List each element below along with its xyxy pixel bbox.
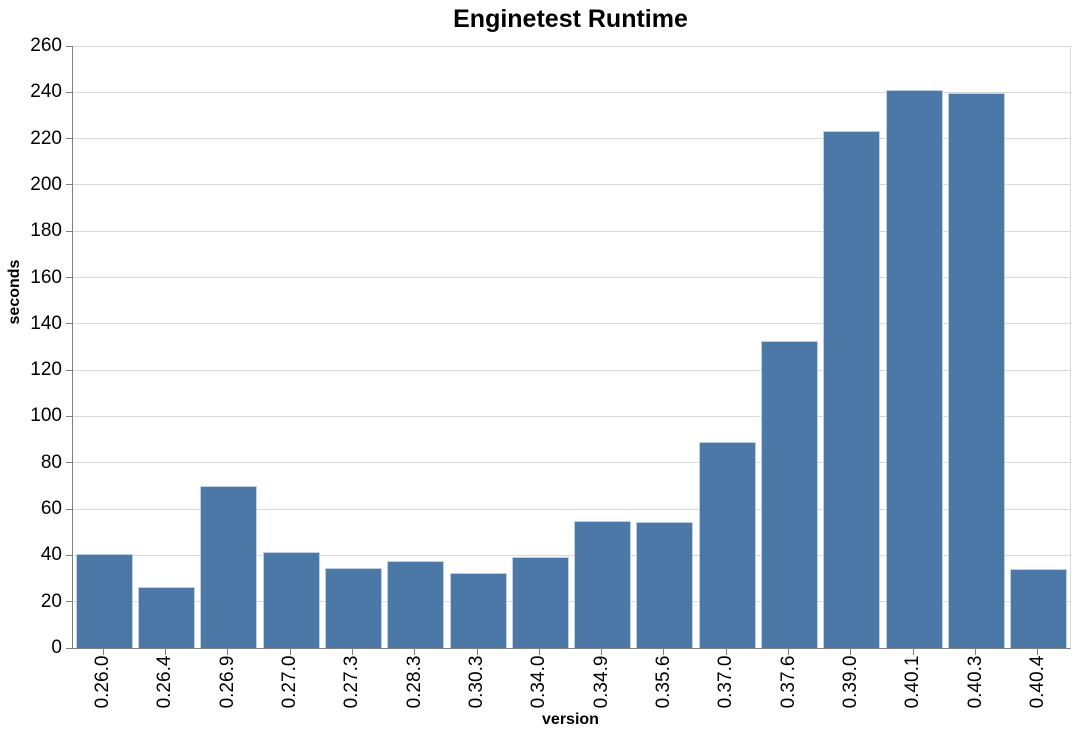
y-tick-mark-260	[66, 45, 72, 47]
gridline-160	[73, 277, 1070, 279]
chart-title: Enginetest Runtime	[453, 5, 688, 33]
y-tick-mark-240	[66, 91, 72, 93]
y-tick-mark-140	[66, 323, 72, 325]
gridline-80	[73, 462, 1070, 464]
y-tick-label-160: 160	[30, 266, 62, 288]
y-tick-mark-0	[66, 647, 72, 649]
x-tick-label-0.34.0: 0.34.0	[528, 655, 550, 709]
x-tick-label-0.27.3: 0.27.3	[341, 655, 363, 709]
y-tick-label-20: 20	[40, 590, 62, 612]
x-tick-mark-0.40.3	[975, 649, 977, 655]
x-tick-label-0.27.0: 0.27.0	[279, 655, 301, 709]
bar-0.34.0	[511, 556, 569, 648]
y-tick-mark-40	[66, 554, 72, 556]
y-tick-label-120: 120	[30, 359, 62, 381]
bar-0.40.4	[1010, 569, 1068, 648]
x-tick-mark-0.27.3	[351, 649, 353, 655]
bar-0.35.6	[636, 521, 694, 648]
x-tick-mark-0.37.6	[788, 649, 790, 655]
y-tick-label-0: 0	[51, 637, 62, 658]
x-tick-mark-0.35.6	[663, 649, 665, 655]
y-tick-mark-120	[66, 369, 72, 371]
y-tick-mark-20	[66, 601, 72, 603]
y-tick-mark-60	[66, 508, 72, 510]
bar-0.37.6	[761, 341, 819, 648]
y-tick-mark-100	[66, 415, 72, 417]
bar-0.39.0	[823, 130, 881, 648]
y-tick-label-180: 180	[30, 220, 62, 242]
x-tick-label-0.26.4: 0.26.4	[154, 655, 176, 709]
y-tick-label-140: 140	[30, 312, 62, 334]
gridline-260	[73, 45, 1070, 47]
x-tick-label-0.40.1: 0.40.1	[902, 655, 924, 709]
x-tick-label-0.37.0: 0.37.0	[715, 655, 737, 709]
bar-0.28.3	[387, 561, 445, 648]
x-tick-mark-0.40.4	[1037, 649, 1039, 655]
x-tick-mark-0.26.0	[102, 649, 104, 655]
x-tick-label-0.40.3: 0.40.3	[964, 655, 986, 709]
bar-0.27.3	[324, 568, 382, 648]
gridline-100	[73, 415, 1070, 417]
bar-0.40.1	[885, 90, 943, 648]
y-tick-mark-180	[66, 230, 72, 232]
bar-0.26.9	[200, 485, 258, 648]
y-tick-label-260: 260	[30, 35, 62, 56]
x-tick-label-0.40.4: 0.40.4	[1026, 655, 1048, 709]
y-tick-mark-200	[66, 184, 72, 186]
x-tick-mark-0.37.0	[725, 649, 727, 655]
y-tick-label-60: 60	[40, 498, 62, 520]
x-tick-label-0.39.0: 0.39.0	[839, 655, 861, 709]
y-tick-label-240: 240	[30, 81, 62, 103]
bar-0.26.4	[137, 586, 195, 648]
gridline-60	[73, 508, 1070, 510]
x-tick-label-0.30.3: 0.30.3	[466, 655, 488, 709]
x-tick-label-0.26.9: 0.26.9	[216, 655, 238, 709]
gridline-140	[73, 323, 1070, 325]
x-tick-mark-0.30.3	[476, 649, 478, 655]
gridline-240	[73, 91, 1070, 93]
x-tick-label-0.28.3: 0.28.3	[403, 655, 425, 709]
x-tick-mark-0.40.1	[912, 649, 914, 655]
bar-0.37.0	[698, 441, 756, 648]
bar-0.40.3	[948, 93, 1006, 648]
x-tick-label-0.37.6: 0.37.6	[777, 655, 799, 709]
bar-0.26.0	[75, 554, 133, 648]
y-tick-mark-80	[66, 462, 72, 464]
gridline-120	[73, 369, 1070, 371]
gridline-180	[73, 230, 1070, 232]
bar-0.30.3	[449, 572, 507, 648]
y-tick-label-80: 80	[40, 451, 62, 473]
bar-0.27.0	[262, 551, 320, 648]
plot-area	[72, 45, 1071, 649]
y-tick-mark-160	[66, 277, 72, 279]
x-tick-label-0.35.6: 0.35.6	[652, 655, 674, 709]
x-tick-mark-0.26.4	[164, 649, 166, 655]
x-axis-title: version	[542, 711, 599, 728]
x-tick-mark-0.28.3	[414, 649, 416, 655]
y-tick-label-200: 200	[30, 173, 62, 195]
x-tick-mark-0.34.9	[601, 649, 603, 655]
gridline-20	[73, 601, 1070, 603]
x-tick-mark-0.26.9	[227, 649, 229, 655]
y-tick-label-40: 40	[40, 544, 62, 566]
x-tick-label-0.26.0: 0.26.0	[92, 655, 114, 709]
y-tick-label-220: 220	[30, 127, 62, 149]
bar-0.34.9	[574, 520, 632, 648]
y-tick-mark-220	[66, 138, 72, 140]
gridline-200	[73, 184, 1070, 186]
gridline-220	[73, 138, 1070, 140]
x-tick-mark-0.27.0	[289, 649, 291, 655]
x-tick-label-0.34.9: 0.34.9	[590, 655, 612, 709]
gridline-40	[73, 554, 1070, 556]
x-tick-mark-0.39.0	[850, 649, 852, 655]
x-tick-mark-0.34.0	[538, 649, 540, 655]
y-tick-label-100: 100	[30, 405, 62, 427]
